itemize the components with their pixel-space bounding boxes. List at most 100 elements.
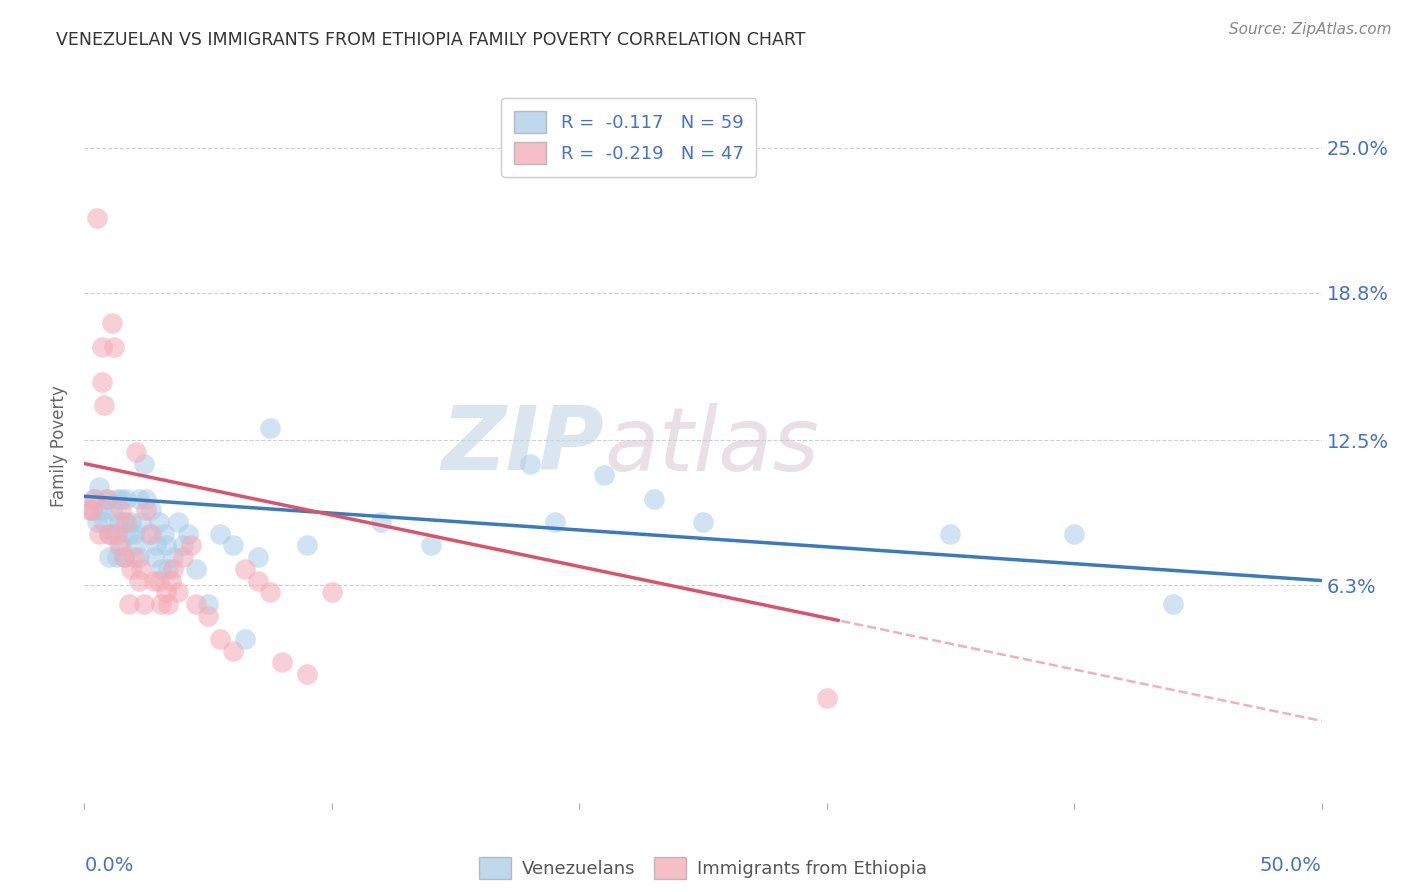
Point xyxy=(295,667,318,681)
Point xyxy=(233,562,256,576)
Point xyxy=(105,526,128,541)
Point xyxy=(142,574,165,588)
Point xyxy=(197,608,219,623)
Point xyxy=(86,211,108,225)
Point xyxy=(1161,597,1184,611)
Point xyxy=(108,538,131,552)
Point xyxy=(543,515,565,529)
Legend: Venezuelans, Immigrants from Ethiopia: Venezuelans, Immigrants from Ethiopia xyxy=(471,850,935,887)
Point xyxy=(89,480,111,494)
Point xyxy=(142,550,165,565)
Point xyxy=(152,526,174,541)
Point xyxy=(157,597,180,611)
Text: ZIP: ZIP xyxy=(441,402,605,490)
Point xyxy=(98,526,121,541)
Point xyxy=(118,597,141,611)
Point xyxy=(79,503,101,517)
Text: atlas: atlas xyxy=(605,403,818,489)
Point xyxy=(148,515,170,529)
Point xyxy=(271,656,294,670)
Point xyxy=(112,550,135,565)
Point xyxy=(141,503,163,517)
Point xyxy=(167,515,190,529)
Point xyxy=(162,562,184,576)
Point xyxy=(115,515,138,529)
Point xyxy=(98,550,121,565)
Point xyxy=(162,550,184,565)
Point xyxy=(80,503,103,517)
Point xyxy=(105,491,128,506)
Point xyxy=(89,526,111,541)
Point xyxy=(148,574,170,588)
Point xyxy=(132,457,155,471)
Point xyxy=(128,574,150,588)
Point xyxy=(419,538,441,552)
Point xyxy=(177,526,200,541)
Point xyxy=(100,316,122,330)
Point xyxy=(122,550,145,565)
Point xyxy=(259,421,281,435)
Point xyxy=(138,526,160,541)
Point xyxy=(103,340,125,354)
Point xyxy=(90,375,112,389)
Point xyxy=(86,515,108,529)
Text: VENEZUELAN VS IMMIGRANTS FROM ETHIOPIA FAMILY POVERTY CORRELATION CHART: VENEZUELAN VS IMMIGRANTS FROM ETHIOPIA F… xyxy=(56,31,806,49)
Point xyxy=(105,550,128,565)
Point xyxy=(295,538,318,552)
Point xyxy=(184,562,207,576)
Point xyxy=(93,398,115,412)
Point xyxy=(135,491,157,506)
Point xyxy=(90,340,112,354)
Point xyxy=(120,562,142,576)
Point xyxy=(135,503,157,517)
Point xyxy=(96,491,118,506)
Point xyxy=(172,538,194,552)
Point xyxy=(80,503,103,517)
Point xyxy=(155,538,177,552)
Y-axis label: Family Poverty: Family Poverty xyxy=(51,385,69,507)
Point xyxy=(157,562,180,576)
Point xyxy=(259,585,281,599)
Point xyxy=(939,526,962,541)
Point xyxy=(172,550,194,565)
Point xyxy=(209,632,232,646)
Point xyxy=(93,515,115,529)
Point xyxy=(83,491,105,506)
Point xyxy=(110,491,132,506)
Point xyxy=(246,550,269,565)
Point xyxy=(370,515,392,529)
Point xyxy=(150,597,173,611)
Point xyxy=(321,585,343,599)
Point xyxy=(233,632,256,646)
Point xyxy=(167,585,190,599)
Point xyxy=(125,538,148,552)
Point xyxy=(83,491,105,506)
Point xyxy=(118,526,141,541)
Point xyxy=(132,597,155,611)
Point xyxy=(110,503,132,517)
Point xyxy=(112,550,135,565)
Point xyxy=(643,491,665,506)
Point xyxy=(222,538,245,552)
Point xyxy=(110,538,132,552)
Point xyxy=(160,574,183,588)
Point xyxy=(98,526,121,541)
Point xyxy=(593,468,616,483)
Point xyxy=(222,644,245,658)
Point xyxy=(115,491,138,506)
Text: Source: ZipAtlas.com: Source: ZipAtlas.com xyxy=(1229,22,1392,37)
Point xyxy=(815,690,838,705)
Point xyxy=(209,526,232,541)
Point xyxy=(129,562,152,576)
Point xyxy=(128,550,150,565)
Point xyxy=(1063,526,1085,541)
Point xyxy=(96,491,118,506)
Point xyxy=(90,503,112,517)
Point xyxy=(692,515,714,529)
Point xyxy=(103,526,125,541)
Point xyxy=(155,585,177,599)
Point xyxy=(197,597,219,611)
Point xyxy=(519,457,541,471)
Point xyxy=(108,515,131,529)
Point xyxy=(112,515,135,529)
